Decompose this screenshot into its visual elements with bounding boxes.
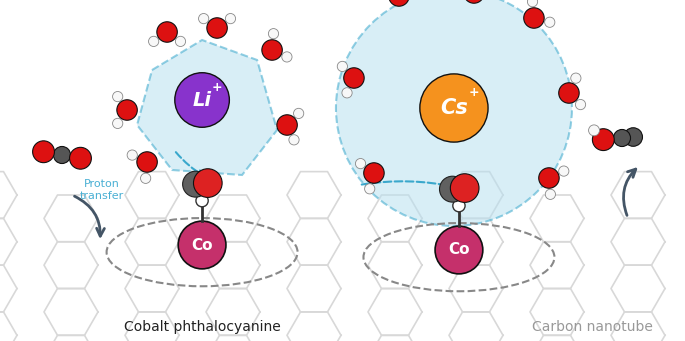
Circle shape — [545, 189, 556, 199]
Circle shape — [593, 129, 614, 150]
Circle shape — [127, 150, 138, 160]
Circle shape — [538, 168, 559, 188]
Circle shape — [559, 83, 580, 103]
Text: Proton
transfer: Proton transfer — [80, 179, 124, 201]
Circle shape — [545, 17, 555, 27]
Circle shape — [440, 176, 465, 202]
Circle shape — [294, 108, 303, 119]
Circle shape — [178, 221, 226, 269]
Polygon shape — [137, 40, 277, 175]
Text: Carbon nanotube: Carbon nanotube — [532, 320, 653, 334]
Text: Co: Co — [448, 242, 470, 257]
FancyArrowPatch shape — [623, 169, 636, 216]
Circle shape — [175, 73, 229, 127]
Circle shape — [614, 130, 630, 147]
Circle shape — [344, 68, 364, 88]
FancyArrowPatch shape — [75, 196, 104, 236]
Circle shape — [269, 29, 279, 39]
Circle shape — [70, 147, 91, 169]
Circle shape — [193, 169, 222, 197]
Circle shape — [588, 125, 599, 136]
Circle shape — [364, 163, 384, 183]
Circle shape — [53, 147, 71, 164]
Circle shape — [624, 128, 643, 146]
Circle shape — [527, 0, 538, 7]
Circle shape — [289, 135, 299, 145]
Circle shape — [157, 22, 177, 42]
Circle shape — [112, 118, 123, 129]
Circle shape — [117, 100, 137, 120]
Circle shape — [282, 52, 292, 62]
Circle shape — [524, 8, 544, 28]
Circle shape — [149, 36, 159, 46]
Text: +: + — [469, 86, 479, 99]
Circle shape — [571, 73, 581, 83]
Circle shape — [435, 226, 483, 274]
Circle shape — [199, 14, 209, 24]
Circle shape — [336, 0, 572, 226]
Circle shape — [207, 18, 227, 38]
Circle shape — [140, 173, 151, 183]
Circle shape — [183, 171, 208, 197]
Text: Co: Co — [191, 237, 213, 252]
Circle shape — [137, 152, 158, 172]
Circle shape — [420, 74, 488, 142]
Text: Cs: Cs — [440, 98, 468, 118]
Circle shape — [175, 36, 186, 46]
Circle shape — [277, 115, 297, 135]
Circle shape — [575, 100, 586, 110]
Text: Cobalt phthalocyanine: Cobalt phthalocyanine — [124, 320, 280, 334]
Circle shape — [337, 61, 347, 72]
Circle shape — [342, 88, 352, 98]
Circle shape — [453, 199, 465, 212]
Circle shape — [262, 40, 282, 60]
Circle shape — [364, 184, 375, 194]
Circle shape — [112, 91, 123, 102]
Text: Li: Li — [192, 90, 212, 109]
Circle shape — [196, 194, 208, 207]
Circle shape — [464, 0, 484, 3]
Circle shape — [225, 14, 236, 24]
Circle shape — [388, 0, 409, 6]
Circle shape — [559, 166, 569, 176]
Circle shape — [450, 174, 479, 203]
Circle shape — [33, 141, 54, 163]
Circle shape — [356, 159, 366, 169]
Text: +: + — [212, 81, 223, 94]
